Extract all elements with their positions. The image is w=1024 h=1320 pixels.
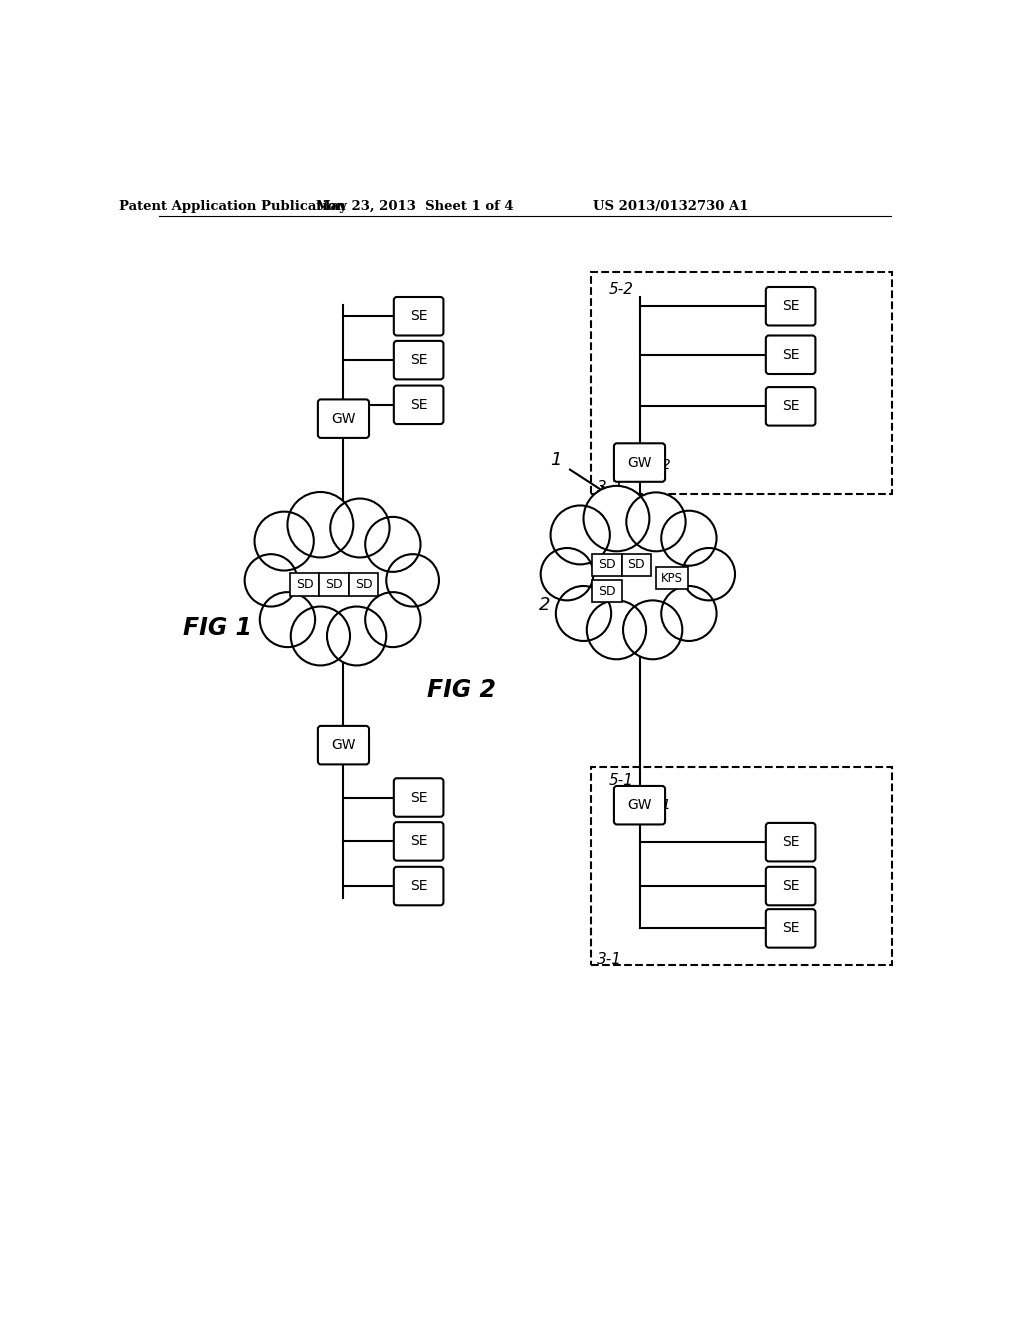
- Text: SE: SE: [410, 834, 427, 849]
- FancyBboxPatch shape: [394, 297, 443, 335]
- Text: 3-1: 3-1: [597, 952, 622, 966]
- Circle shape: [551, 506, 610, 565]
- Circle shape: [255, 512, 313, 570]
- Text: SE: SE: [410, 354, 427, 367]
- Circle shape: [587, 601, 646, 659]
- Text: 5-1: 5-1: [608, 774, 634, 788]
- Text: SD: SD: [628, 558, 645, 572]
- FancyBboxPatch shape: [394, 341, 443, 379]
- FancyBboxPatch shape: [614, 444, 665, 482]
- FancyBboxPatch shape: [394, 867, 443, 906]
- Circle shape: [541, 548, 593, 601]
- Bar: [592, 554, 622, 576]
- Text: US 2013/0132730 A1: US 2013/0132730 A1: [593, 199, 749, 213]
- Text: SE: SE: [410, 309, 427, 323]
- Circle shape: [627, 492, 686, 552]
- Text: SD: SD: [598, 585, 615, 598]
- Text: SE: SE: [782, 836, 800, 849]
- FancyBboxPatch shape: [766, 909, 815, 948]
- Text: Patent Application Publication: Patent Application Publication: [119, 199, 346, 213]
- Circle shape: [662, 511, 717, 566]
- Text: 1: 1: [550, 451, 561, 469]
- Text: FIG 2: FIG 2: [427, 677, 496, 702]
- Text: SE: SE: [782, 400, 800, 413]
- Bar: [592, 272, 892, 494]
- Circle shape: [260, 593, 315, 647]
- Bar: [655, 568, 688, 589]
- Circle shape: [386, 554, 439, 607]
- Text: SD: SD: [326, 578, 343, 591]
- FancyBboxPatch shape: [394, 385, 443, 424]
- Circle shape: [245, 554, 297, 607]
- FancyBboxPatch shape: [317, 400, 369, 438]
- Text: SE: SE: [410, 879, 427, 894]
- Bar: [319, 573, 349, 595]
- Text: SD: SD: [598, 558, 615, 572]
- Text: 4-1: 4-1: [649, 799, 672, 812]
- Bar: [290, 573, 319, 595]
- Circle shape: [331, 499, 389, 557]
- Text: FIG 1: FIG 1: [182, 616, 252, 640]
- Circle shape: [291, 607, 350, 665]
- Text: SE: SE: [410, 791, 427, 804]
- Text: 3-2: 3-2: [597, 480, 622, 495]
- FancyBboxPatch shape: [394, 779, 443, 817]
- FancyBboxPatch shape: [766, 335, 815, 374]
- FancyBboxPatch shape: [394, 822, 443, 861]
- Text: SD: SD: [354, 578, 373, 591]
- Circle shape: [682, 548, 735, 601]
- Circle shape: [584, 486, 649, 552]
- Circle shape: [366, 593, 421, 647]
- Circle shape: [623, 601, 682, 659]
- Bar: [622, 554, 651, 576]
- Text: SE: SE: [782, 300, 800, 313]
- Text: May 23, 2013  Sheet 1 of 4: May 23, 2013 Sheet 1 of 4: [316, 199, 514, 213]
- Ellipse shape: [271, 531, 416, 630]
- Bar: [592, 581, 622, 602]
- Text: GW: GW: [331, 412, 355, 425]
- Text: SD: SD: [296, 578, 313, 591]
- Text: SE: SE: [782, 879, 800, 894]
- FancyBboxPatch shape: [766, 867, 815, 906]
- Bar: [592, 767, 892, 965]
- Text: GW: GW: [331, 738, 355, 752]
- FancyBboxPatch shape: [317, 726, 369, 764]
- Circle shape: [662, 586, 717, 642]
- Ellipse shape: [567, 525, 712, 623]
- Bar: [349, 573, 378, 595]
- Circle shape: [327, 607, 386, 665]
- FancyBboxPatch shape: [766, 822, 815, 862]
- Text: SE: SE: [410, 397, 427, 412]
- FancyBboxPatch shape: [614, 785, 665, 825]
- Text: 4-2: 4-2: [649, 458, 672, 471]
- Text: GW: GW: [628, 455, 651, 470]
- FancyBboxPatch shape: [766, 387, 815, 425]
- Text: 5-2: 5-2: [608, 281, 634, 297]
- Circle shape: [366, 517, 421, 572]
- Text: SE: SE: [782, 921, 800, 936]
- Circle shape: [556, 586, 611, 642]
- Text: KPS: KPS: [662, 572, 683, 585]
- Text: GW: GW: [628, 799, 651, 812]
- FancyBboxPatch shape: [766, 286, 815, 326]
- Text: SE: SE: [782, 347, 800, 362]
- Text: 2: 2: [539, 597, 550, 614]
- Circle shape: [288, 492, 353, 557]
